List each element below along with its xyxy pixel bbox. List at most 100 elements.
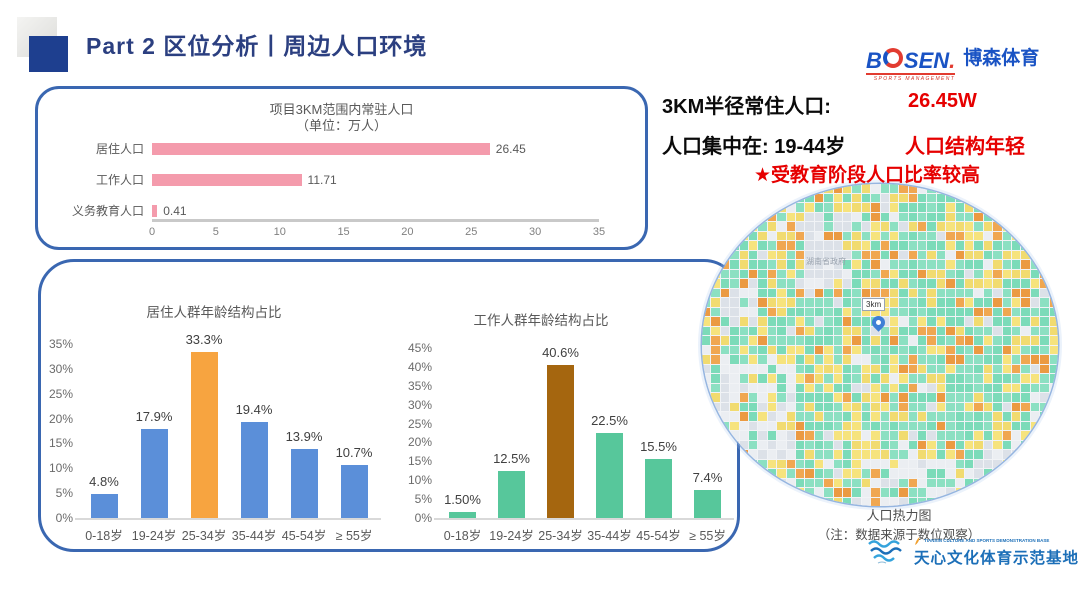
- heatmap-cell: [880, 193, 889, 202]
- heatmap-cell: [805, 374, 814, 383]
- heatmap-cell: [805, 231, 814, 240]
- heatmap-cell: [730, 184, 739, 193]
- heatmap-cell: [758, 364, 767, 373]
- heatmap-cell: [852, 260, 861, 269]
- heatmap-cell: [1040, 393, 1049, 402]
- heatmap-cell: [936, 317, 946, 326]
- heatmap-cell: [889, 203, 899, 212]
- heatmap-cell: [720, 260, 730, 269]
- heatmap-cell: [833, 412, 842, 421]
- heatmap-cell: [711, 336, 720, 345]
- heatmap-cell: [767, 459, 777, 468]
- heatmap-cell: [748, 412, 758, 421]
- heatmap-cell: [777, 298, 786, 307]
- heatmap-cell: [1049, 421, 1058, 430]
- heatmap-cell: [918, 326, 927, 335]
- heatmap-cell: [1049, 412, 1058, 421]
- heatmap-cell: [702, 222, 711, 231]
- heatmap-cell: [833, 279, 842, 288]
- bosen-logo: B SEN. SPORTS MANAGEMENT 博森体育: [866, 48, 1039, 82]
- heatmap-cell: [805, 440, 814, 449]
- heatmap-cell: [936, 421, 946, 430]
- heatmap-cell: [955, 440, 965, 449]
- heatmap-cell: [814, 260, 824, 269]
- heatmap-cell: [711, 193, 720, 202]
- heatmap-cell: [918, 184, 927, 193]
- heatmap-cell: [983, 488, 993, 497]
- heatmap-cell: [993, 212, 1002, 221]
- heatmap-cell: [899, 393, 908, 402]
- heatmap-cell: [974, 288, 983, 297]
- heatmap-cell: [814, 250, 824, 259]
- heatmap-cell: [795, 440, 805, 449]
- heatmap-cell: [730, 269, 739, 278]
- heatmap-cell: [1030, 288, 1040, 297]
- heatmap-cell: [889, 497, 899, 506]
- heatmap-cell: [1040, 364, 1049, 373]
- heatmap-cell: [918, 421, 927, 430]
- heatmap-cell: [965, 231, 974, 240]
- bar: [498, 470, 525, 518]
- heatmap-cell: [739, 345, 748, 354]
- heatmap-cell: [983, 231, 993, 240]
- heatmap-cell: [720, 212, 730, 221]
- heatmap-cell: [927, 336, 936, 345]
- x-tick-label: 30: [529, 226, 542, 238]
- heatmap-cell: [871, 402, 880, 411]
- heatmap-cell: [852, 431, 861, 440]
- heatmap-cell: [871, 431, 880, 440]
- heatmap-cell: [908, 231, 918, 240]
- heatmap-cell: [918, 478, 927, 487]
- heatmap-cell: [899, 488, 908, 497]
- heatmap-cell: [918, 450, 927, 459]
- heatmap-cell: [1049, 345, 1058, 354]
- heatmap-cell: [786, 288, 795, 297]
- heatmap-cell: [777, 288, 786, 297]
- heatmap-cell: [889, 383, 899, 392]
- chart-title: 工作人群年龄结构占比: [473, 313, 609, 328]
- heatmap-cell: [748, 478, 758, 487]
- heatmap-cell: [720, 450, 730, 459]
- heatmap-cell: [777, 193, 786, 202]
- heatmap-cell: [861, 393, 871, 402]
- heatmap-cell: [936, 222, 946, 231]
- heatmap-cell: [871, 355, 880, 364]
- heatmap-cell: [946, 469, 955, 478]
- heatmap-cell: [861, 431, 871, 440]
- heatmap-cell: [758, 279, 767, 288]
- heatmap-cell: [814, 193, 824, 202]
- heatmap-cell: [965, 440, 974, 449]
- heatmap-cell: [899, 478, 908, 487]
- heatmap-cell: [702, 269, 711, 278]
- heatmap-cell: [852, 412, 861, 421]
- heatmap-cell: [824, 222, 833, 231]
- heatmap-cell: [739, 393, 748, 402]
- heatmap-cell: [955, 355, 965, 364]
- heatmap-cell: [936, 412, 946, 421]
- heatmap-cell: [748, 497, 758, 506]
- heatmap-cell: [758, 260, 767, 269]
- heatmap-cell: [702, 345, 711, 354]
- heatmap-cell: [842, 241, 852, 250]
- heatmap-cell: [889, 469, 899, 478]
- heatmap-cell: [1021, 336, 1030, 345]
- heatmap-cell: [795, 298, 805, 307]
- y-tick-label: 0%: [414, 511, 432, 525]
- heatmap-cell: [993, 469, 1002, 478]
- heatmap-cell: [777, 478, 786, 487]
- heatmap-cell: [927, 478, 936, 487]
- heatmap-cell: [946, 383, 955, 392]
- heatmap-cell: [993, 440, 1002, 449]
- heatmap-cell: [983, 440, 993, 449]
- heatmap-cell: [814, 374, 824, 383]
- heatmap-cell: [730, 374, 739, 383]
- heatmap-cell: [720, 345, 730, 354]
- heatmap-cell: [814, 459, 824, 468]
- heatmap-cell: [983, 317, 993, 326]
- heatmap-cell: [833, 184, 842, 193]
- heatmap-cell: [1012, 203, 1021, 212]
- hbar-row: 义务教育人口 0.41: [66, 195, 599, 226]
- heatmap-cell: [861, 260, 871, 269]
- heatmap-cell: [880, 307, 889, 316]
- heatmap-cell: [955, 412, 965, 421]
